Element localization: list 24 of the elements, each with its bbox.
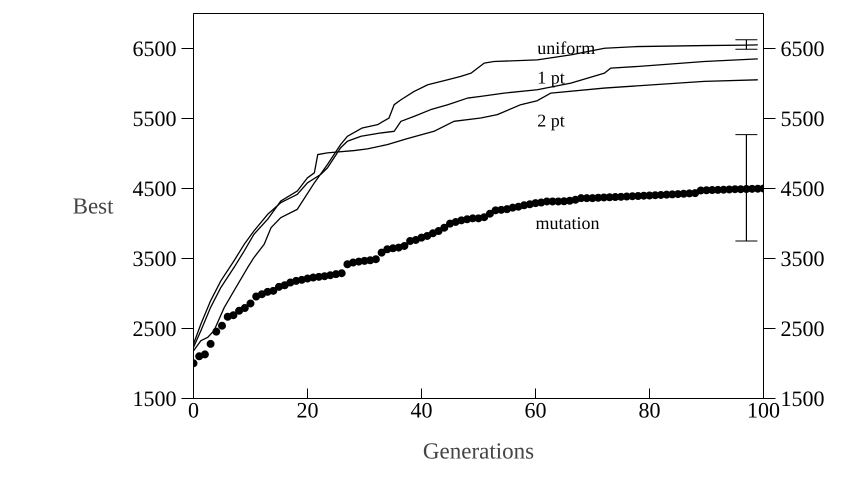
y2-tick-label: 2500	[780, 316, 824, 341]
y2-tick-label: 6500	[780, 36, 824, 61]
x-tick-label: 20	[296, 398, 318, 422]
y-tick-label: 6500	[132, 36, 176, 61]
series-label: uniform	[537, 38, 596, 58]
y-tick-label: 3500	[132, 246, 176, 271]
x-tick-label: 80	[638, 398, 660, 422]
y-tick-label: 1500	[132, 386, 176, 411]
y2-tick-label: 5500	[780, 106, 824, 131]
series-label: 2 pt	[537, 110, 565, 131]
y2-tick-label: 3500	[780, 246, 824, 271]
x-tick-label: 0	[188, 398, 199, 422]
y-tick-label: 4500	[132, 176, 176, 201]
x-tick-label: 100	[747, 398, 780, 422]
y2-tick-label: 4500	[780, 176, 824, 201]
x-tick-label: 40	[410, 398, 432, 422]
y2-tick-label: 1500	[780, 386, 824, 411]
y-tick-label: 5500	[132, 106, 176, 131]
x-axis-title: Generations	[422, 438, 534, 464]
y-axis-title: Best	[72, 194, 114, 218]
series-label: 1 pt	[537, 68, 565, 88]
x-tick-label: 60	[524, 398, 546, 422]
series-label: mutation	[536, 213, 600, 234]
y-tick-label: 2500	[132, 316, 176, 341]
